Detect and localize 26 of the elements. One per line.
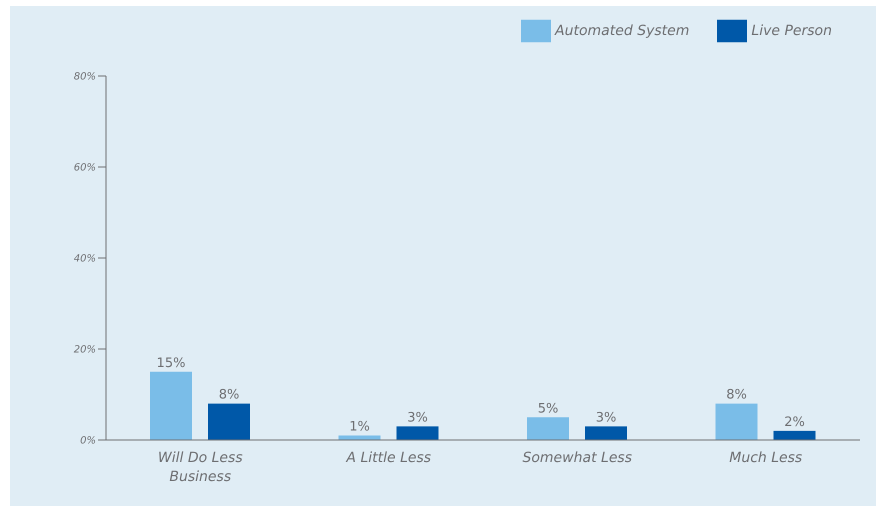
bar: [716, 404, 758, 440]
x-tick-label: Much Less: [729, 450, 802, 466]
legend-label: Automated System: [555, 22, 690, 39]
data-label: 8%: [726, 388, 747, 403]
y-tick-label: 40%: [74, 254, 96, 265]
bar: [774, 430, 816, 440]
legend-label: Live Person: [751, 22, 832, 39]
data-label: 8%: [218, 388, 240, 403]
bar: [396, 426, 438, 440]
data-label: 1%: [349, 419, 370, 434]
data-label: 5%: [538, 401, 558, 416]
data-label: 3%: [407, 410, 428, 426]
y-tick-label: 0%: [80, 436, 96, 447]
bar: [585, 426, 627, 440]
bar: [527, 417, 569, 440]
y-tick-label: 80%: [74, 72, 96, 83]
y-tick-label: 20%: [74, 344, 96, 356]
bar: [208, 404, 250, 440]
data-label: 3%: [596, 410, 616, 426]
bar: [150, 372, 192, 440]
data-label: 15%: [156, 356, 186, 371]
data-label: 2%: [784, 414, 805, 430]
y-tick-label: 60%: [74, 162, 96, 174]
x-tick-label: Will Do Less Business: [158, 450, 243, 485]
x-tick-label: A Little Less: [345, 450, 432, 466]
x-tick-label: Somewhat Less: [522, 450, 632, 466]
